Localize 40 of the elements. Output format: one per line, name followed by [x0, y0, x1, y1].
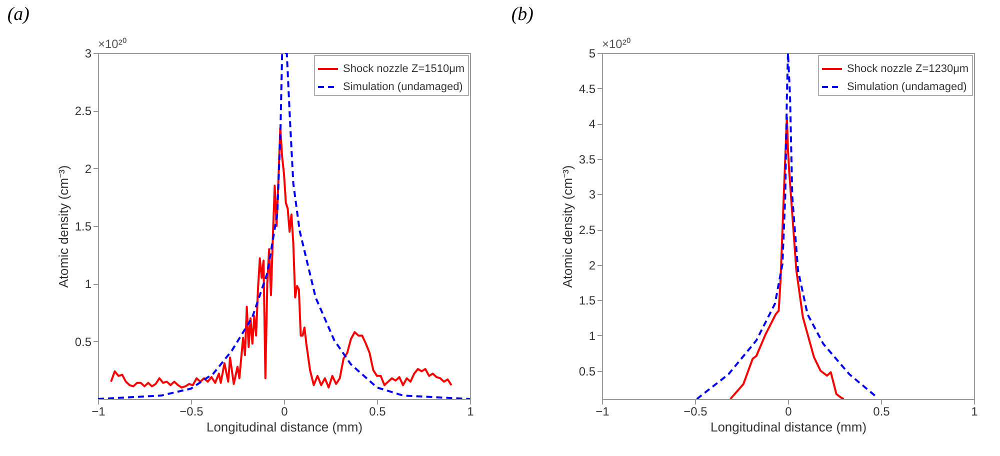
x-tick-label: −1: [596, 404, 610, 418]
y-tick-label: 0.5: [578, 364, 596, 378]
x-tick-label: 0.5: [873, 404, 890, 418]
text: ×10²⁰: [98, 37, 126, 51]
y-tick-label: 1: [588, 328, 596, 343]
x-tick-label: −1: [92, 404, 106, 418]
legend-label: Shock nozzle Z=1230μm: [847, 63, 969, 75]
y-tick-label: 0.5: [74, 334, 92, 349]
y-tick-label: 3.5: [578, 152, 596, 166]
y-tick-label: 2.5: [578, 223, 596, 238]
y-tick-label: 4.5: [578, 82, 596, 96]
y-tick-label: 3: [588, 188, 596, 202]
line-series: [110, 126, 452, 388]
y-axis-title: Atomic density (cm⁻³): [56, 165, 71, 288]
y-tick-label: 2: [588, 258, 596, 272]
x-tick-label: 0.5: [369, 404, 386, 418]
legend-label: Simulation (undamaged): [847, 81, 967, 93]
x-tick-label: 1: [467, 404, 474, 418]
y-tick-label: 1.5: [74, 220, 92, 234]
legend-label: Simulation (undamaged): [343, 81, 463, 93]
y-tick-label: 3: [84, 46, 92, 60]
x-tick-label: −0.5: [684, 404, 708, 418]
y-tick-label: 1: [84, 277, 92, 292]
x-tick-label: 0: [785, 404, 792, 418]
y-tick-label: 4: [588, 117, 596, 132]
line-series: [729, 116, 845, 399]
x-tick-label: 1: [971, 404, 978, 418]
y-tick-label: 5: [588, 46, 596, 60]
y-tick-label: 1.5: [578, 294, 596, 308]
legend-label: Shock nozzle Z=1510μm: [343, 63, 465, 75]
text: ×10²⁰: [602, 37, 630, 51]
x-axis-title: Longitudinal distance (mm): [710, 420, 867, 434]
x-tick-label: 0: [281, 404, 288, 418]
y-tick-label: 2: [84, 162, 92, 176]
chart-title: (b): [511, 4, 534, 25]
chart-title: (a): [7, 4, 30, 25]
y-axis-title: Atomic density (cm⁻³): [560, 165, 575, 288]
x-tick-label: −0.5: [180, 404, 204, 418]
x-axis-title: Longitudinal distance (mm): [206, 420, 363, 434]
y-tick-label: 2.5: [74, 104, 92, 118]
